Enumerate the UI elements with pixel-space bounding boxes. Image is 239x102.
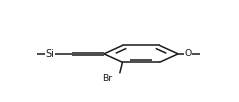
Text: O: O — [184, 49, 191, 58]
Text: Br: Br — [103, 74, 113, 83]
Text: Si: Si — [46, 49, 55, 59]
